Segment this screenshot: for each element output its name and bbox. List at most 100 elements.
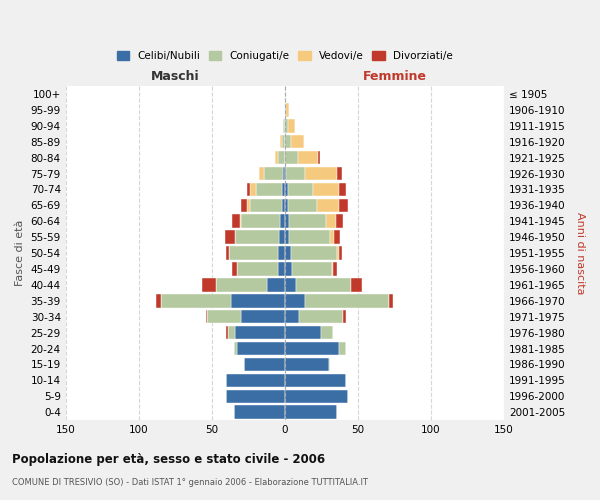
Bar xyxy=(233,406,285,419)
Bar xyxy=(278,151,285,164)
Bar xyxy=(285,119,288,132)
Bar xyxy=(241,214,280,228)
Bar xyxy=(280,135,282,148)
Bar xyxy=(285,262,292,276)
Bar xyxy=(267,278,285,291)
Bar xyxy=(231,294,285,308)
Bar xyxy=(285,246,290,260)
Bar xyxy=(339,342,346,355)
Bar xyxy=(285,198,288,212)
Text: Popolazione per età, sesso e stato civile - 2006: Popolazione per età, sesso e stato civil… xyxy=(12,452,325,466)
Bar xyxy=(305,294,389,308)
Bar xyxy=(265,166,283,180)
Bar xyxy=(235,326,285,340)
Bar xyxy=(259,166,265,180)
Bar xyxy=(250,198,282,212)
Bar xyxy=(239,214,241,228)
Bar xyxy=(290,135,304,148)
Bar xyxy=(285,166,286,180)
Bar xyxy=(250,182,256,196)
Bar xyxy=(285,135,290,148)
Y-axis label: Fasce di età: Fasce di età xyxy=(15,220,25,286)
Bar xyxy=(282,182,285,196)
Bar xyxy=(256,182,282,196)
Bar xyxy=(235,230,279,244)
Bar xyxy=(285,406,337,419)
Bar xyxy=(206,310,208,324)
Bar xyxy=(339,246,342,260)
Bar xyxy=(236,262,278,276)
Bar xyxy=(326,214,336,228)
Bar xyxy=(282,135,285,148)
Bar xyxy=(336,214,343,228)
Bar xyxy=(343,310,346,324)
Bar xyxy=(283,166,285,180)
Bar xyxy=(289,214,326,228)
Bar xyxy=(161,294,231,308)
Y-axis label: Anni di nascita: Anni di nascita xyxy=(575,212,585,294)
Bar xyxy=(333,262,337,276)
Text: Femmine: Femmine xyxy=(362,70,427,83)
Bar xyxy=(329,358,330,371)
Bar xyxy=(229,246,278,260)
Bar xyxy=(313,182,339,196)
Bar xyxy=(247,182,250,196)
Bar xyxy=(337,246,339,260)
Bar xyxy=(339,198,347,212)
Bar xyxy=(285,310,299,324)
Bar xyxy=(290,246,337,260)
Text: Maschi: Maschi xyxy=(151,70,200,83)
Bar xyxy=(286,103,289,117)
Bar xyxy=(289,230,330,244)
Bar xyxy=(334,230,340,244)
Bar xyxy=(299,310,343,324)
Bar xyxy=(332,262,333,276)
Bar xyxy=(233,342,236,355)
Bar xyxy=(278,246,285,260)
Bar xyxy=(241,198,247,212)
Bar xyxy=(322,326,333,340)
Bar xyxy=(317,198,339,212)
Bar xyxy=(226,246,229,260)
Bar xyxy=(226,326,228,340)
Bar xyxy=(247,198,250,212)
Bar xyxy=(285,390,347,403)
Bar xyxy=(279,230,285,244)
Bar xyxy=(244,358,285,371)
Bar xyxy=(337,166,342,180)
Bar xyxy=(288,119,295,132)
Bar xyxy=(228,326,235,340)
Bar xyxy=(330,230,334,244)
Bar xyxy=(156,294,161,308)
Bar xyxy=(319,151,320,164)
Bar xyxy=(232,214,239,228)
Bar xyxy=(285,151,298,164)
Bar xyxy=(216,278,267,291)
Bar xyxy=(208,310,241,324)
Bar xyxy=(285,182,288,196)
Bar xyxy=(278,262,285,276)
Bar xyxy=(282,198,285,212)
Bar xyxy=(285,358,329,371)
Bar xyxy=(285,326,322,340)
Bar xyxy=(225,230,235,244)
Bar xyxy=(202,278,216,291)
Bar xyxy=(232,262,236,276)
Bar xyxy=(285,278,296,291)
Bar xyxy=(283,119,285,132)
Bar xyxy=(285,214,289,228)
Bar xyxy=(298,151,319,164)
Bar xyxy=(350,278,362,291)
Bar xyxy=(288,198,317,212)
Bar xyxy=(236,342,285,355)
Bar xyxy=(275,151,278,164)
Bar xyxy=(288,182,313,196)
Bar xyxy=(285,230,289,244)
Text: COMUNE DI TRESIVIO (SO) - Dati ISTAT 1° gennaio 2006 - Elaborazione TUTTITALIA.I: COMUNE DI TRESIVIO (SO) - Dati ISTAT 1° … xyxy=(12,478,368,487)
Legend: Celibi/Nubili, Coniugati/e, Vedovi/e, Divorziati/e: Celibi/Nubili, Coniugati/e, Vedovi/e, Di… xyxy=(117,51,452,61)
Bar xyxy=(292,262,332,276)
Bar xyxy=(226,390,285,403)
Bar xyxy=(286,166,305,180)
Bar xyxy=(280,214,285,228)
Bar xyxy=(339,182,346,196)
